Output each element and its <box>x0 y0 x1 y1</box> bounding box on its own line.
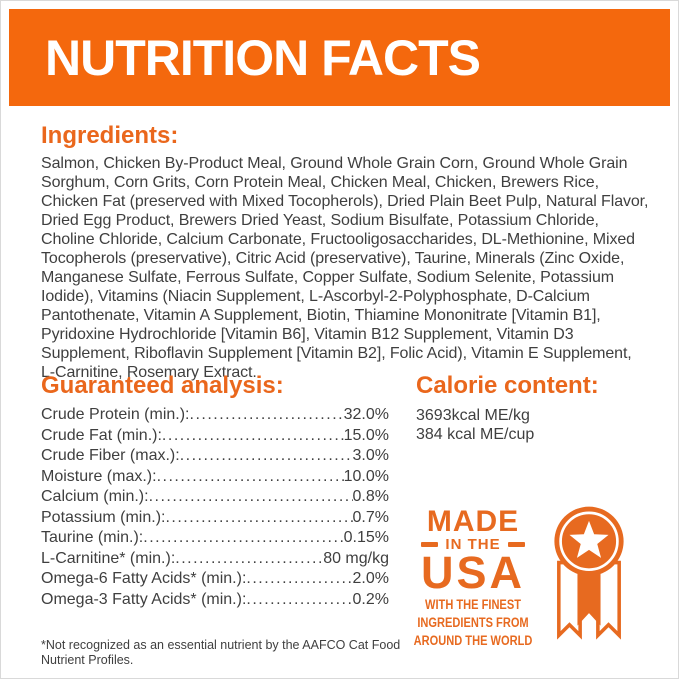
banner: NUTRITION FACTS <box>9 9 670 106</box>
ingredients-heading: Ingredients: <box>41 122 179 149</box>
dot-leader <box>165 508 352 529</box>
tagline-line-2: INGREDIENTS FROM <box>417 615 529 630</box>
analysis-value: 0.8% <box>352 488 389 505</box>
analysis-label: Potassium (min.): <box>41 508 166 526</box>
analysis-label: Moisture (max.): <box>41 467 157 485</box>
analysis-value: 2.0% <box>352 570 389 587</box>
analysis-label: Crude Protein (min.): <box>41 406 190 423</box>
analysis-row: Calcium (min.): 0.8% <box>41 487 389 508</box>
dot-leader <box>149 487 353 508</box>
star-medal-ribbon-icon <box>554 506 624 640</box>
analysis-label: Omega-6 Fatty Acids* (min.): <box>41 570 247 587</box>
dot-leader <box>175 549 323 570</box>
tagline-line-3: AROUND THE WORLD <box>413 633 533 648</box>
analysis-row: Taurine (min.): 0.15% <box>41 528 389 549</box>
analysis-row: Omega-6 Fatty Acids* (min.): 2.0% <box>41 569 389 590</box>
footnote: *Not recognized as an essential nutrient… <box>41 638 401 667</box>
analysis-value: 0.15% <box>343 529 389 546</box>
calorie-content-heading: Calorie content: <box>416 372 599 399</box>
analysis-value: 15.0% <box>343 426 389 444</box>
analysis-value: 3.0% <box>352 447 389 464</box>
dash-decoration-left <box>421 542 439 547</box>
analysis-value: 10.0% <box>343 467 389 485</box>
dash-decoration-right <box>507 542 525 547</box>
dot-leader <box>162 426 344 447</box>
analysis-row: Crude Fat (min.): 15.0% <box>41 426 389 447</box>
analysis-label: Crude Fat (min.): <box>41 426 162 444</box>
dot-leader <box>157 467 344 488</box>
dot-leader <box>143 528 343 549</box>
dot-leader <box>190 405 344 426</box>
calorie-line-kg: 3693kcal ME/kg <box>416 407 530 424</box>
analysis-value: 32.0% <box>343 406 389 423</box>
calorie-content-lines: 3693kcal ME/kg 384 kcal ME/cup <box>416 406 534 444</box>
usa-text: USA <box>420 547 525 598</box>
made-in-usa-block: MADE IN THE USA WITH THE FINEST INGREDIE… <box>399 505 547 648</box>
made-text: MADE <box>426 505 520 538</box>
ingredients-text: Salmon, Chicken By-Product Meal, Ground … <box>41 155 649 381</box>
analysis-row: L-Carnitine* (min.): 80 mg/kg <box>41 549 389 570</box>
analysis-value: 80 mg/kg <box>323 549 389 567</box>
tagline-line-1: WITH THE FINEST <box>425 597 521 612</box>
in-the-text: IN THE <box>445 536 501 553</box>
dot-leader <box>246 569 352 590</box>
guaranteed-analysis-heading: Guaranteed analysis: <box>41 372 284 399</box>
guaranteed-analysis-list: Crude Protein (min.): 32.0% Crude Fat (mi… <box>41 405 389 610</box>
analysis-value: 0.2% <box>352 590 389 608</box>
analysis-label: Calcium (min.): <box>41 488 149 505</box>
dot-leader <box>246 590 352 611</box>
analysis-label: Taurine (min.): <box>41 529 144 546</box>
analysis-value: 0.7% <box>352 508 389 526</box>
analysis-row: Omega-3 Fatty Acids* (min.): 0.2% <box>41 590 389 611</box>
in-the-row: IN THE <box>399 537 547 552</box>
dot-leader <box>180 446 353 467</box>
analysis-label: Crude Fiber (max.): <box>41 447 180 464</box>
analysis-row: Potassium (min.): 0.7% <box>41 508 389 529</box>
calorie-line-cup: 384 kcal ME/cup <box>416 426 535 443</box>
analysis-row: Crude Fiber (max.): 3.0% <box>41 446 389 467</box>
analysis-label: Omega-3 Fatty Acids* (min.): <box>41 590 247 608</box>
analysis-row: Moisture (max.): 10.0% <box>41 467 389 488</box>
page-title: NUTRITION FACTS <box>45 29 481 86</box>
analysis-row: Crude Protein (min.): 32.0% <box>41 405 389 426</box>
analysis-label: L-Carnitine* (min.): <box>41 549 176 567</box>
